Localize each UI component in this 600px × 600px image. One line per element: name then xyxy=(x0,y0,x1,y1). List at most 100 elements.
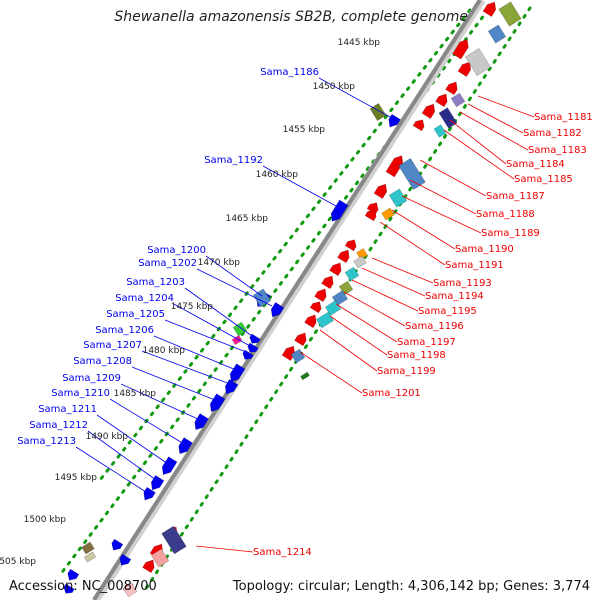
reverse-callout-line xyxy=(379,221,446,266)
backbone xyxy=(92,0,486,600)
feature-block xyxy=(356,248,368,260)
reverse-gene-arrow xyxy=(314,288,327,303)
reverse-callout-line xyxy=(299,351,363,394)
callout-lines xyxy=(75,77,535,553)
scale-tick-label: 1485 kbp xyxy=(114,389,157,399)
forward-gene-arrow xyxy=(111,538,124,551)
reverse-gene-arrow xyxy=(385,155,404,178)
feature-block xyxy=(381,207,395,221)
forward-gene-arrow xyxy=(67,568,80,581)
reverse-gene-label[interactable]: Sama_1187 xyxy=(486,191,545,202)
reverse-callout-line xyxy=(335,303,398,343)
reverse-gene-arrow xyxy=(142,559,155,574)
forward-callout-line xyxy=(109,398,185,445)
forward-gene-label[interactable]: Sama_1212 xyxy=(29,420,88,431)
forward-gene-label[interactable]: Sama_1206 xyxy=(95,325,154,336)
feature-block xyxy=(83,551,97,563)
forward-gene-label[interactable]: Sama_1207 xyxy=(83,340,142,351)
forward-gene-arrow xyxy=(194,413,209,431)
reverse-gene-label[interactable]: Sama_1188 xyxy=(476,209,535,220)
reverse-callout-line xyxy=(459,111,529,151)
forward-gene-label[interactable]: Sama_1211 xyxy=(38,404,97,415)
reverse-gene-label[interactable]: Sama_1189 xyxy=(481,228,540,239)
reverse-callout-line xyxy=(329,315,388,356)
reverse-gene-arrow xyxy=(304,314,317,329)
reverse-gene-arrow xyxy=(337,249,350,264)
reverse-gene-label[interactable]: Sama_1195 xyxy=(418,306,477,317)
reverse-gene-label[interactable]: Sama_1182 xyxy=(523,128,582,139)
forward-gene-arrow xyxy=(119,553,132,566)
reverse-gene-label[interactable]: Sama_1197 xyxy=(397,337,456,348)
forward-gene-label[interactable]: Sama_1208 xyxy=(73,356,132,367)
reverse-gene-arrow xyxy=(445,81,458,96)
reverse-gene-label[interactable]: Sama_1190 xyxy=(455,244,514,255)
forward-callout-line xyxy=(205,255,263,297)
scale-tick-label: 1495 kbp xyxy=(55,473,98,483)
reverse-callout-line xyxy=(361,267,426,297)
feature-block xyxy=(369,103,387,121)
reverse-gene-arrow xyxy=(309,301,322,314)
reverse-callout-line xyxy=(401,195,482,234)
reverse-gene-arrow xyxy=(412,119,425,132)
forward-gene-label[interactable]: Sama_1209 xyxy=(62,373,121,384)
forward-gene-label[interactable]: Sama_1203 xyxy=(126,277,185,288)
scale-tick-label: 1450 kbp xyxy=(313,82,356,92)
reverse-gene-label[interactable]: Sama_1194 xyxy=(425,291,484,302)
forward-callout-line xyxy=(131,366,216,401)
reverse-gene-arrow xyxy=(281,345,296,361)
reverse-gene-label[interactable]: Sama_1214 xyxy=(253,547,312,558)
backbone-line xyxy=(92,0,482,600)
reverse-callout-line xyxy=(409,179,477,215)
forward-gene-arrow xyxy=(63,583,75,594)
scale-tick-label: 1445 kbp xyxy=(338,38,381,48)
scale-tick-label: 1455 kbp xyxy=(283,125,326,135)
forward-callout-line xyxy=(173,303,251,347)
reverse-callout-line xyxy=(477,95,535,118)
reverse-gene-arrow xyxy=(329,262,342,277)
forward-gene-label[interactable]: Sama_1204 xyxy=(115,293,174,304)
forward-callout-line xyxy=(120,383,201,421)
scale-tick-label: 1490 kbp xyxy=(86,432,129,442)
forward-gene-label[interactable]: Sama_1213 xyxy=(17,436,76,447)
reverse-callout-line xyxy=(371,257,434,284)
reverse-gene-label[interactable]: Sama_1198 xyxy=(387,350,446,361)
forward-gene-arrow xyxy=(143,486,156,501)
reverse-gene-label[interactable]: Sama_1193 xyxy=(433,278,492,289)
forward-gene-arrow xyxy=(249,333,261,344)
forward-gene-arrow xyxy=(242,349,254,360)
forward-callout-line xyxy=(141,350,231,385)
reverse-callout-line xyxy=(467,103,524,134)
reverse-gene-label[interactable]: Sama_1196 xyxy=(405,321,464,332)
reverse-gene-label[interactable]: Sama_1191 xyxy=(445,260,504,271)
reverse-gene-label[interactable]: Sama_1185 xyxy=(514,174,573,185)
forward-gene-label[interactable]: Sama_1210 xyxy=(51,388,110,399)
map-title: Shewanella amazonensis SB2B, complete ge… xyxy=(114,9,468,25)
reverse-gene-label[interactable]: Sama_1184 xyxy=(506,159,565,170)
reverse-gene-label[interactable]: Sama_1183 xyxy=(528,145,587,156)
scale-line xyxy=(98,8,472,482)
feature-block xyxy=(498,1,522,27)
reverse-gene-arrow xyxy=(321,275,334,290)
reverse-callout-line xyxy=(319,329,378,372)
feature-block xyxy=(252,288,272,308)
accession-text: Accession: NC_008700 xyxy=(9,579,157,594)
forward-gene-label[interactable]: Sama_1200 xyxy=(147,245,206,256)
forward-gene-label[interactable]: Sama_1192 xyxy=(204,155,263,166)
feature-block xyxy=(81,541,95,555)
reverse-gene-arrow xyxy=(482,1,497,17)
forward-gene-label[interactable]: Sama_1205 xyxy=(106,309,165,320)
forward-gene-label[interactable]: Sama_1186 xyxy=(260,67,319,78)
scale-tick-label: 1470 kbp xyxy=(198,258,241,268)
reverse-gene-arrow xyxy=(457,61,472,77)
forward-gene-label[interactable]: Sama_1202 xyxy=(138,258,197,269)
reverse-gene-label[interactable]: Sama_1181 xyxy=(534,112,593,123)
feature-block xyxy=(388,188,408,208)
scale-tick-label: 1460 kbp xyxy=(256,170,299,180)
reverse-gene-label[interactable]: Sama_1199 xyxy=(377,366,436,377)
reverse-gene-arrow xyxy=(344,239,357,252)
forward-gene-arrow xyxy=(270,302,285,318)
forward-gene-arrow xyxy=(247,342,259,353)
reverse-callout-line xyxy=(419,159,487,197)
reverse-gene-label[interactable]: Sama_1201 xyxy=(362,388,421,399)
forward-gene-arrow xyxy=(209,393,226,413)
